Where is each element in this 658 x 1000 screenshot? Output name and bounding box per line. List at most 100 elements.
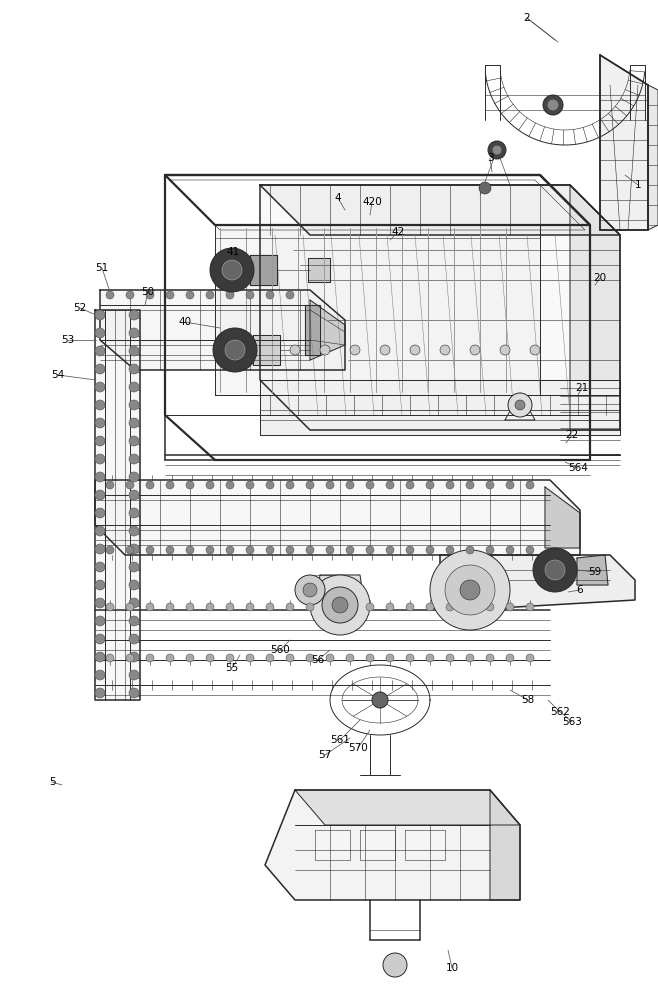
Polygon shape bbox=[253, 335, 280, 365]
Circle shape bbox=[526, 603, 534, 611]
Circle shape bbox=[95, 670, 105, 680]
Circle shape bbox=[386, 603, 394, 611]
Circle shape bbox=[386, 654, 394, 662]
Text: 5: 5 bbox=[49, 777, 55, 787]
Circle shape bbox=[129, 562, 139, 572]
Circle shape bbox=[166, 654, 174, 662]
Circle shape bbox=[186, 546, 194, 554]
Polygon shape bbox=[360, 830, 395, 860]
Circle shape bbox=[129, 436, 139, 446]
Circle shape bbox=[129, 400, 139, 410]
Circle shape bbox=[320, 345, 330, 355]
Circle shape bbox=[146, 654, 154, 662]
Circle shape bbox=[210, 248, 254, 292]
Circle shape bbox=[266, 603, 274, 611]
Polygon shape bbox=[308, 258, 330, 282]
Polygon shape bbox=[315, 575, 365, 610]
Circle shape bbox=[106, 654, 114, 662]
Circle shape bbox=[186, 654, 194, 662]
Circle shape bbox=[226, 291, 234, 299]
Circle shape bbox=[95, 598, 105, 608]
Circle shape bbox=[95, 418, 105, 428]
Circle shape bbox=[186, 603, 194, 611]
Text: 58: 58 bbox=[521, 695, 534, 705]
Circle shape bbox=[406, 546, 414, 554]
Circle shape bbox=[295, 575, 325, 605]
Circle shape bbox=[366, 603, 374, 611]
Text: 21: 21 bbox=[575, 383, 589, 393]
Circle shape bbox=[226, 481, 234, 489]
Text: 6: 6 bbox=[576, 585, 583, 595]
Polygon shape bbox=[95, 480, 580, 555]
Text: 3: 3 bbox=[487, 153, 494, 163]
Circle shape bbox=[129, 418, 139, 428]
Circle shape bbox=[500, 345, 510, 355]
Polygon shape bbox=[600, 55, 648, 230]
Circle shape bbox=[508, 393, 532, 417]
Polygon shape bbox=[405, 830, 445, 860]
Circle shape bbox=[129, 526, 139, 536]
Circle shape bbox=[286, 603, 294, 611]
Circle shape bbox=[466, 654, 474, 662]
Text: 52: 52 bbox=[74, 303, 87, 313]
Circle shape bbox=[486, 546, 494, 554]
Circle shape bbox=[95, 382, 105, 392]
Circle shape bbox=[106, 603, 114, 611]
Circle shape bbox=[326, 603, 334, 611]
Circle shape bbox=[95, 328, 105, 338]
Circle shape bbox=[488, 141, 506, 159]
Text: 562: 562 bbox=[550, 707, 570, 717]
Circle shape bbox=[226, 546, 234, 554]
Circle shape bbox=[266, 291, 274, 299]
Text: 57: 57 bbox=[318, 750, 332, 760]
Circle shape bbox=[383, 953, 407, 977]
Text: 50: 50 bbox=[141, 287, 155, 297]
Circle shape bbox=[106, 291, 114, 299]
Circle shape bbox=[515, 400, 525, 410]
Circle shape bbox=[129, 472, 139, 482]
Circle shape bbox=[225, 340, 245, 360]
Circle shape bbox=[466, 481, 474, 489]
Circle shape bbox=[306, 481, 314, 489]
Circle shape bbox=[322, 587, 358, 623]
Circle shape bbox=[410, 345, 420, 355]
Circle shape bbox=[543, 95, 563, 115]
Circle shape bbox=[526, 546, 534, 554]
Text: 563: 563 bbox=[562, 717, 582, 727]
Circle shape bbox=[95, 364, 105, 374]
Circle shape bbox=[506, 654, 514, 662]
Circle shape bbox=[126, 546, 134, 554]
Circle shape bbox=[206, 546, 214, 554]
Circle shape bbox=[310, 575, 370, 635]
Circle shape bbox=[366, 654, 374, 662]
Circle shape bbox=[346, 654, 354, 662]
Circle shape bbox=[95, 346, 105, 356]
Circle shape bbox=[386, 481, 394, 489]
Circle shape bbox=[486, 481, 494, 489]
Circle shape bbox=[306, 603, 314, 611]
Circle shape bbox=[426, 654, 434, 662]
Polygon shape bbox=[250, 255, 277, 285]
Polygon shape bbox=[265, 790, 520, 900]
Circle shape bbox=[286, 546, 294, 554]
Circle shape bbox=[466, 546, 474, 554]
Circle shape bbox=[166, 603, 174, 611]
Circle shape bbox=[306, 546, 314, 554]
Circle shape bbox=[129, 382, 139, 392]
Circle shape bbox=[246, 546, 254, 554]
Circle shape bbox=[246, 291, 254, 299]
Circle shape bbox=[206, 481, 214, 489]
Circle shape bbox=[146, 603, 154, 611]
Circle shape bbox=[386, 546, 394, 554]
Circle shape bbox=[206, 654, 214, 662]
Circle shape bbox=[526, 654, 534, 662]
Circle shape bbox=[129, 544, 139, 554]
Circle shape bbox=[206, 291, 214, 299]
Circle shape bbox=[366, 481, 374, 489]
Polygon shape bbox=[545, 487, 580, 548]
Circle shape bbox=[246, 654, 254, 662]
Circle shape bbox=[548, 100, 558, 110]
Circle shape bbox=[286, 291, 294, 299]
Circle shape bbox=[446, 546, 454, 554]
Polygon shape bbox=[295, 790, 520, 825]
